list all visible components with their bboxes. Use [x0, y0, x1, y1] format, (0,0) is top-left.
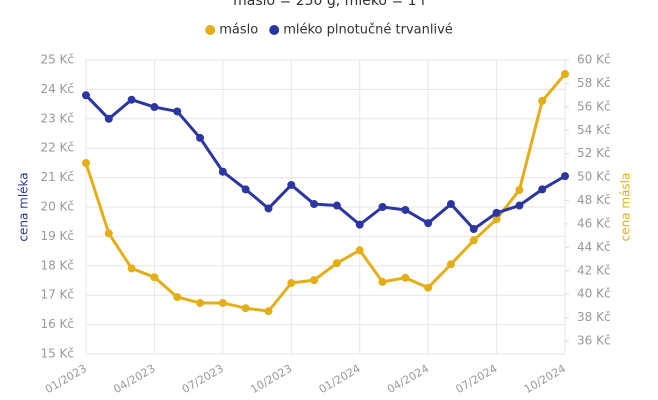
data-point [196, 298, 205, 307]
legend-marker [205, 25, 216, 35]
y2-tick-label: 58 Kč [577, 76, 611, 90]
data-point [127, 95, 136, 104]
y-tick-label: 16 Kč [40, 317, 74, 331]
y2-axis-title: cena másla [619, 173, 633, 242]
legend-label: mléko plnotučné trvanlivé [283, 23, 453, 38]
y-tick-label: 20 Kč [40, 200, 74, 214]
y2-tick-label: 44 Kč [577, 240, 611, 254]
y2-tick-label: 42 Kč [577, 263, 611, 277]
y-axis-title: cena mléka [17, 172, 31, 241]
y2-tick-label: 36 Kč [577, 334, 611, 348]
x-tick-label: 04/2023 [111, 362, 157, 396]
data-point [446, 200, 455, 209]
y-tick-label: 24 Kč [40, 82, 74, 96]
legend: máslo mléko plnotučné trvanlivé [205, 23, 453, 38]
data-point [104, 114, 113, 123]
y2-tick-label: 52 Kč [577, 146, 611, 160]
y-tick-label: 22 Kč [40, 141, 74, 155]
y-tick-label: 25 Kč [40, 53, 74, 67]
series-line [84, 73, 567, 313]
data-point [515, 201, 524, 210]
data-point [241, 185, 250, 194]
data-point [287, 279, 296, 288]
x-tick-label: 10/2024 [522, 362, 568, 396]
data-point [424, 283, 433, 292]
data-point [104, 229, 113, 238]
x-tick-label: 01/2024 [317, 362, 363, 396]
data-point [469, 236, 478, 245]
chart-subtitle: máslo = 250 g, mléko = 1 l [233, 0, 425, 9]
x-tick-label: 07/2024 [453, 362, 499, 396]
data-point [287, 180, 296, 189]
data-point [378, 203, 387, 211]
data-point [492, 215, 501, 224]
y-tick-label: 19 Kč [40, 229, 74, 243]
x-tick-label: 01/2023 [43, 362, 89, 396]
y2-tick-label: 40 Kč [577, 287, 611, 301]
y2-tick-label: 60 Kč [577, 53, 611, 67]
y2-tick-label: 50 Kč [577, 170, 611, 184]
data-point [218, 167, 227, 176]
data-point [332, 259, 341, 268]
data-point [401, 273, 410, 282]
data-point [469, 225, 478, 234]
y-tick-label: 18 Kč [40, 258, 74, 272]
data-point [515, 185, 524, 194]
data-point [538, 96, 547, 105]
data-point [150, 273, 159, 282]
data-point [446, 260, 455, 269]
data-point [173, 293, 182, 302]
data-point [218, 298, 227, 307]
legend-marker [269, 25, 280, 35]
data-point [355, 220, 364, 229]
y2-tick-label: 46 Kč [577, 216, 611, 230]
data-point [424, 219, 433, 228]
data-point [82, 159, 90, 168]
data-point [310, 200, 319, 209]
y-tick-label: 17 Kč [40, 288, 74, 302]
y2-tick-label: 54 Kč [577, 123, 611, 137]
data-point [127, 264, 136, 273]
y-tick-label: 15 Kč [40, 347, 74, 361]
x-tick-label: 07/2023 [180, 362, 226, 396]
data-point [401, 205, 410, 214]
data-point [310, 276, 319, 285]
data-point [173, 107, 182, 116]
data-point [561, 70, 569, 79]
data-point [355, 246, 364, 255]
data-point [150, 103, 159, 112]
y2-tick-label: 38 Kč [577, 310, 611, 324]
data-point [264, 204, 273, 213]
data-point [196, 133, 205, 142]
data-point [332, 201, 341, 210]
y2-tick-label: 48 Kč [577, 193, 611, 207]
data-point [264, 307, 273, 316]
data-point [561, 172, 569, 181]
data-point [241, 304, 250, 313]
x-tick-label: 10/2023 [248, 362, 294, 396]
y2-tick-label: 56 Kč [577, 99, 611, 113]
y-tick-label: 23 Kč [40, 111, 74, 125]
data-point [82, 91, 90, 100]
y-tick-label: 21 Kč [40, 170, 74, 184]
legend-label: máslo [219, 23, 258, 38]
series-line [84, 94, 566, 231]
data-point [492, 208, 501, 217]
data-point [538, 185, 547, 194]
x-tick-label: 04/2024 [385, 362, 431, 396]
data-point [378, 277, 387, 286]
